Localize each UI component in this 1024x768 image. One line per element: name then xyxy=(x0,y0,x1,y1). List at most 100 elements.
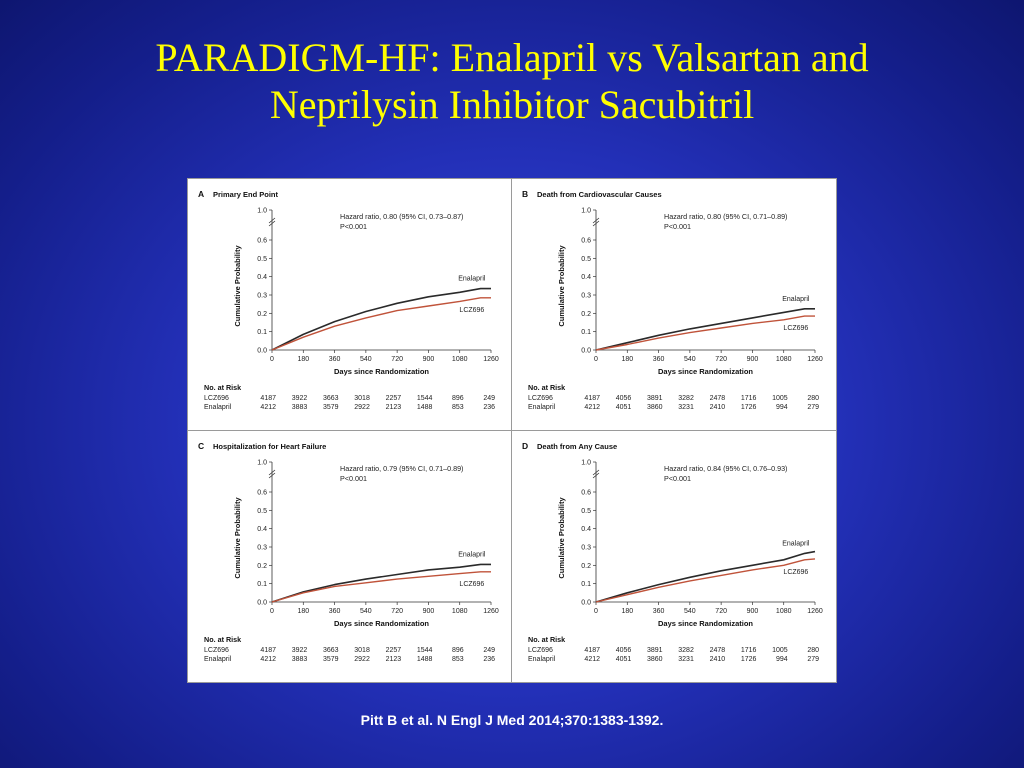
x-tick-label: 1260 xyxy=(807,608,823,615)
series-line-lcz696 xyxy=(595,315,815,351)
at-risk-value: 2257 xyxy=(386,395,402,402)
y-tick-label: 0.6 xyxy=(581,490,591,497)
panel-b: B Death from Cardiovascular Causes 0.0 0.1 0… xyxy=(512,179,836,430)
at-risk-value: 279 xyxy=(807,656,819,663)
axis-break-mark xyxy=(592,220,600,227)
at-risk-value: 1716 xyxy=(741,647,757,654)
y-tick-label: 0.0 xyxy=(581,348,591,355)
at-risk-row-name: LCZ696 xyxy=(204,647,229,654)
x-tick-label: 1080 xyxy=(776,356,792,363)
x-axis-label: Days since Randomization xyxy=(334,619,429,628)
at-risk-value: 1005 xyxy=(772,395,788,402)
panel-letter: B xyxy=(522,189,528,199)
title-line-2: Neprilysin Inhibitor Sacubitril xyxy=(269,82,755,127)
x-axis-label: Days since Randomization xyxy=(658,619,753,628)
at-risk-row-name: LCZ696 xyxy=(528,395,553,402)
at-risk-row-name: Enalapril xyxy=(528,656,556,663)
at-risk-value: 2478 xyxy=(710,647,726,654)
at-risk-value: 3883 xyxy=(292,404,308,411)
y-tick-label: 0.6 xyxy=(581,238,591,245)
y-tick-label: 0.1 xyxy=(257,329,267,336)
panel-c: C Hospitalization for Heart Failure 0.0 0.1… xyxy=(188,431,512,682)
at-risk-value: 3018 xyxy=(354,647,370,654)
at-risk-row-name: LCZ696 xyxy=(204,395,229,402)
axis-break-mark xyxy=(592,217,600,224)
at-risk-value: 1488 xyxy=(417,656,433,663)
panel-a: A Primary End Point 0.0 0.1 0.2 0.3 0.4 0.5 0.6 1… xyxy=(188,179,512,430)
panel-letter: C xyxy=(198,441,204,451)
x-tick-label: 1080 xyxy=(452,356,468,363)
at-risk-value: 2123 xyxy=(386,656,402,663)
at-risk-row-name: Enalapril xyxy=(204,404,232,411)
at-risk-value: 3579 xyxy=(323,404,339,411)
at-risk-heading: No. at Risk xyxy=(528,383,565,392)
at-risk-value: 3860 xyxy=(647,656,663,663)
chart-svg-b: B Death from Cardiovascular Causes 0.0 0.1 0… xyxy=(522,189,823,411)
at-risk-value: 3883 xyxy=(292,656,308,663)
y-tick-label: 1.0 xyxy=(581,208,591,215)
at-risk-value: 2922 xyxy=(354,404,370,411)
at-risk-value: 4051 xyxy=(616,656,632,663)
y-tick-label: 0.4 xyxy=(581,526,591,533)
x-tick-label: 360 xyxy=(329,356,341,363)
at-risk-value: 1726 xyxy=(741,656,757,663)
at-risk-value: 2410 xyxy=(710,404,726,411)
at-risk-value: 3891 xyxy=(647,395,663,402)
x-tick-label: 720 xyxy=(391,356,403,363)
at-risk-value: 279 xyxy=(807,404,819,411)
y-tick-label: 0.1 xyxy=(257,581,267,588)
y-tick-label: 0.4 xyxy=(581,274,591,281)
x-axis-label: Days since Randomization xyxy=(658,367,753,376)
hazard-ratio-text: Hazard ratio, 0.79 (95% CI, 0.71–0.89) xyxy=(340,464,463,473)
x-tick-label: 540 xyxy=(360,356,372,363)
x-tick-label: 900 xyxy=(423,356,435,363)
y-tick-label: 0.3 xyxy=(581,293,591,300)
axis-break-mark xyxy=(592,469,600,476)
x-tick-label: 540 xyxy=(684,608,696,615)
panel-title: Primary End Point xyxy=(213,190,279,199)
y-tick-label: 0.2 xyxy=(581,311,591,318)
at-risk-value: 3860 xyxy=(647,404,663,411)
chart-svg-d: D Death from Any Cause 0.0 0.1 0.2 0.3 0.4 0.5 0… xyxy=(522,441,823,663)
y-axis-label: Cumulative Probability xyxy=(557,497,566,579)
at-risk-value: 1544 xyxy=(417,647,433,654)
x-tick-label: 1080 xyxy=(776,608,792,615)
at-risk-heading: No. at Risk xyxy=(204,383,241,392)
y-tick-label: 0.2 xyxy=(257,563,267,570)
at-risk-value: 4212 xyxy=(584,404,600,411)
series-label: Enalapril xyxy=(458,276,486,283)
y-tick-label: 0.1 xyxy=(581,329,591,336)
at-risk-value: 994 xyxy=(776,404,788,411)
at-risk-value: 280 xyxy=(807,395,819,402)
panel-title: Hospitalization for Heart Failure xyxy=(213,442,326,451)
x-tick-label: 0 xyxy=(594,608,598,615)
hazard-ratio-text: Hazard ratio, 0.80 (95% CI, 0.71–0.89) xyxy=(664,212,787,221)
at-risk-value: 2478 xyxy=(710,395,726,402)
x-tick-label: 900 xyxy=(747,608,759,615)
at-risk-value: 3891 xyxy=(647,647,663,654)
at-risk-value: 896 xyxy=(452,647,464,654)
at-risk-value: 2410 xyxy=(710,656,726,663)
y-tick-label: 0.3 xyxy=(257,545,267,552)
panel-d: D Death from Any Cause 0.0 0.1 0.2 0.3 0.4 0.5 0… xyxy=(512,431,836,682)
chart-svg-a: A Primary End Point 0.0 0.1 0.2 0.3 0.4 0.5 0.6 1… xyxy=(198,189,499,411)
chart-svg-c: C Hospitalization for Heart Failure 0.0 0.1… xyxy=(198,441,499,663)
at-risk-value: 3231 xyxy=(678,404,694,411)
axis-break-mark xyxy=(268,469,276,476)
at-risk-value: 1716 xyxy=(741,395,757,402)
at-risk-value: 3663 xyxy=(323,647,339,654)
at-risk-value: 236 xyxy=(483,656,495,663)
series-line-enalapril xyxy=(595,550,816,603)
at-risk-heading: No. at Risk xyxy=(204,635,241,644)
x-axis-label: Days since Randomization xyxy=(334,367,429,376)
y-tick-label: 0.0 xyxy=(581,600,591,607)
at-risk-value: 4212 xyxy=(584,656,600,663)
y-tick-label: 0.5 xyxy=(257,256,267,263)
series-label: Enalapril xyxy=(458,551,486,558)
at-risk-value: 4056 xyxy=(616,647,632,654)
at-risk-value: 3282 xyxy=(678,647,694,654)
at-risk-value: 1544 xyxy=(417,395,433,402)
y-tick-label: 0.6 xyxy=(257,490,267,497)
panel-divider-horizontal xyxy=(188,430,836,431)
x-tick-label: 720 xyxy=(715,356,727,363)
